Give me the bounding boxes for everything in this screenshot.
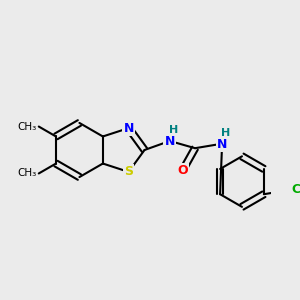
Text: N: N [217,138,227,151]
Text: CH₃: CH₃ [18,169,37,178]
Text: H: H [169,125,178,135]
Text: CH₃: CH₃ [18,122,37,131]
Text: S: S [124,165,133,178]
Text: N: N [165,135,175,148]
Text: O: O [177,164,188,177]
Text: N: N [123,122,134,135]
Text: H: H [221,128,230,138]
Text: Cl: Cl [292,183,300,196]
